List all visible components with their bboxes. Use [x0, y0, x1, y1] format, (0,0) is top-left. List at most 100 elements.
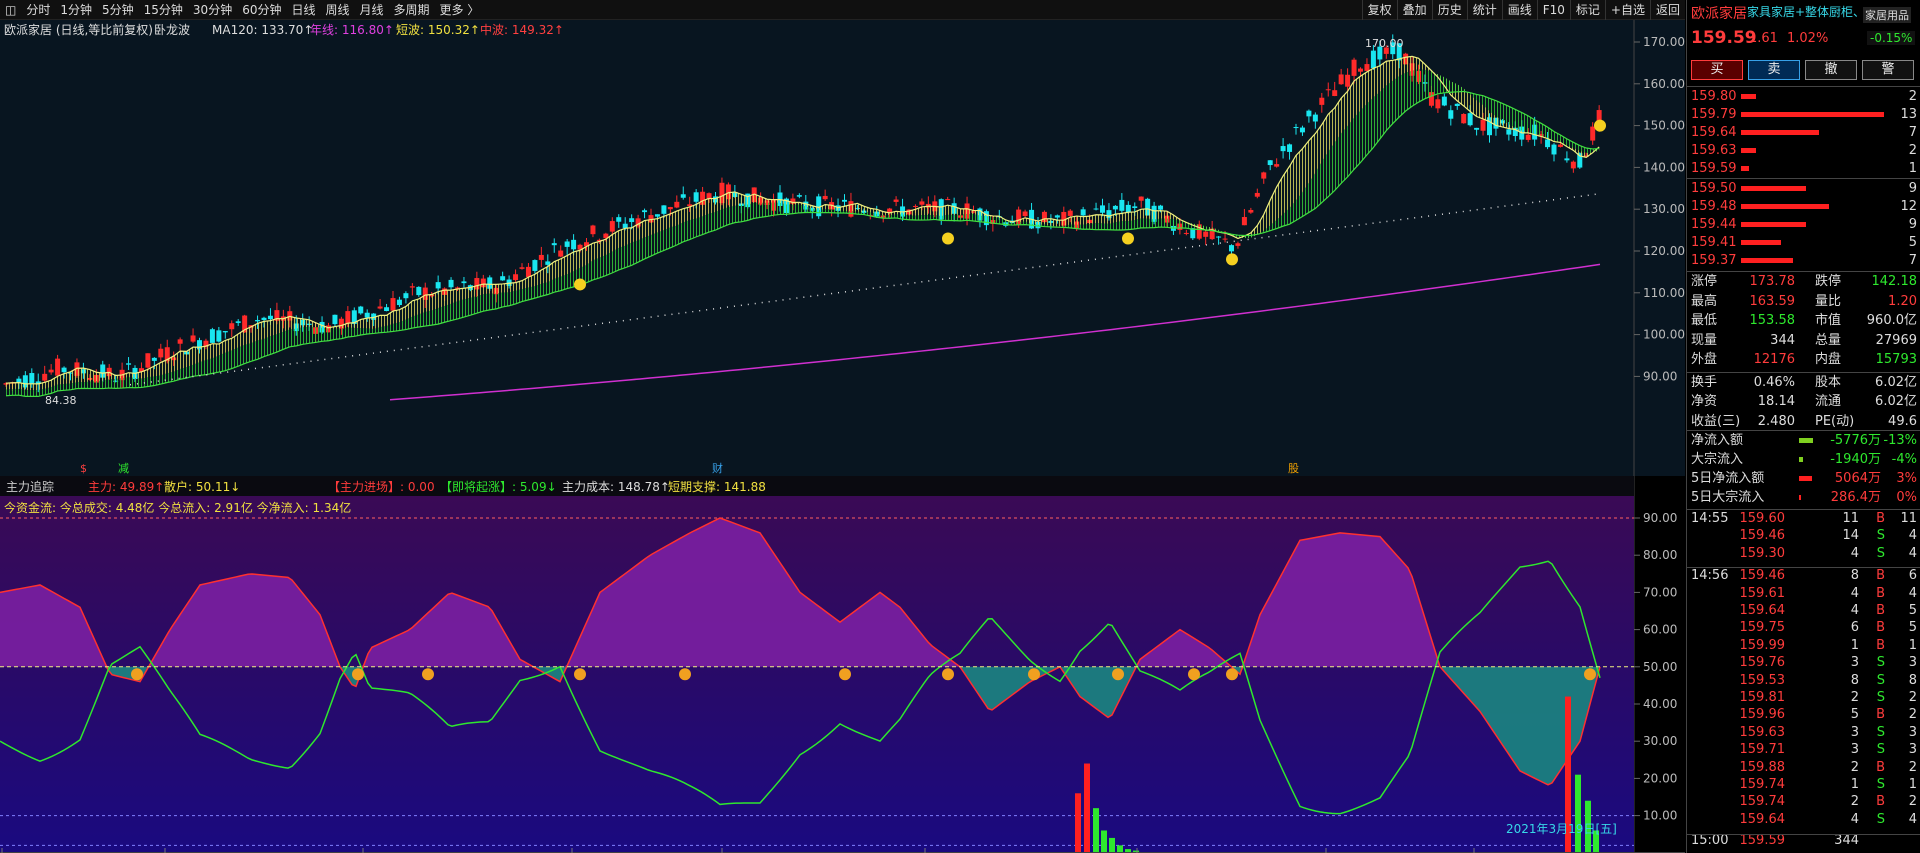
stat-row[interactable]: 净资 18.14 流通 6.02亿 — [1687, 393, 1920, 411]
bid-row[interactable]: 159.37 7 — [1687, 252, 1920, 270]
sub-indicator-name[interactable]: 主力追踪 — [6, 479, 54, 494]
tick-row[interactable]: 159.46 14 S 4 — [1687, 527, 1920, 545]
event-marker[interactable]: 股 — [1288, 462, 1299, 475]
tick-row[interactable]: 159.64 4 S 4 — [1687, 811, 1920, 829]
period-tab-multi[interactable]: 多周期 — [393, 2, 430, 17]
volume-bar — [1799, 438, 1813, 443]
tick-price: 159.59 — [1739, 833, 1786, 849]
candle — [1209, 228, 1215, 240]
tick-side: S — [1876, 724, 1885, 740]
toolbar-menu-icon[interactable]: ◫ — [5, 2, 17, 17]
bid-row[interactable]: 159.41 5 — [1687, 234, 1920, 252]
stats-button[interactable]: 统计 — [1466, 0, 1502, 20]
stat-row[interactable]: 换手 0.46% 股本 6.02亿 — [1687, 374, 1920, 392]
candle — [1293, 127, 1299, 129]
tick-side: B — [1876, 585, 1885, 601]
stock-name[interactable]: 欧派家居 — [1691, 6, 1747, 22]
sanhu-line — [0, 560, 1601, 815]
period-tab-30min[interactable]: 30分钟 — [192, 2, 233, 17]
f10-button[interactable]: F10 — [1536, 0, 1570, 20]
sell-button[interactable]: 卖 — [1748, 60, 1800, 80]
candle — [1596, 110, 1602, 126]
candle — [197, 340, 202, 350]
stat-row[interactable]: 现量 344 总量 27969 — [1687, 332, 1920, 350]
tick-row[interactable]: 14:56 159.46 8 B 6 — [1687, 567, 1920, 585]
stat-row[interactable]: 最低 153.58 市值 960.0亿 — [1687, 312, 1920, 330]
stat-row[interactable]: 涨停 173.78 跌停 142.18 — [1687, 273, 1920, 291]
ask-row[interactable]: 159.63 2 — [1687, 142, 1920, 160]
tick-row[interactable]: 159.76 3 S 3 — [1687, 654, 1920, 672]
tick-row[interactable]: 159.99 1 B 1 — [1687, 637, 1920, 655]
period-tab-day[interactable]: 日线 — [291, 2, 316, 17]
flow-row[interactable]: 大宗流入 -1940万 -4% — [1687, 451, 1920, 469]
candle — [448, 279, 454, 288]
bid-row[interactable]: 159.48 12 — [1687, 198, 1920, 216]
ask-row[interactable]: 159.79 13 — [1687, 106, 1920, 124]
stat-row[interactable]: 最高 163.59 量比 1.20 — [1687, 293, 1920, 311]
duanbo-value: 短波: 150.32↑ — [396, 23, 480, 37]
overlay-button[interactable]: 叠加 — [1396, 0, 1432, 20]
zhuli-chengben-value: 主力成本: 148.78↑ — [562, 480, 670, 494]
flow-row[interactable]: 5日净流入额 5064万 3% — [1687, 470, 1920, 488]
alert-button[interactable]: 警 — [1862, 60, 1914, 80]
mark-button[interactable]: 标记 — [1569, 0, 1605, 20]
candle — [1241, 217, 1247, 226]
history-button[interactable]: 历史 — [1431, 0, 1467, 20]
draw-button[interactable]: 画线 — [1501, 0, 1537, 20]
candle — [1158, 205, 1164, 210]
cancel-order-button[interactable]: 撤 — [1805, 60, 1857, 80]
flow-row[interactable]: 5日大宗流入 286.4万 0% — [1687, 489, 1920, 507]
sector-tag[interactable]: 家居用品 — [1863, 7, 1911, 23]
tick-row[interactable]: 159.75 6 B 5 — [1687, 619, 1920, 637]
smiley-icon — [1122, 232, 1134, 245]
bid-row[interactable]: 159.44 9 — [1687, 216, 1920, 234]
tick-row[interactable]: 159.64 4 B 5 — [1687, 602, 1920, 620]
tick-row[interactable]: 159.88 2 B 2 — [1687, 759, 1920, 777]
tick-row[interactable]: 159.30 4 S 4 — [1687, 545, 1920, 563]
candle — [1319, 97, 1325, 105]
candle — [1190, 228, 1196, 239]
industry-tags[interactable]: 家具家居+整体厨柜、 — [1747, 5, 1866, 19]
candle — [274, 310, 280, 321]
add-watchlist-button[interactable]: +自选 — [1604, 0, 1650, 20]
tick-side: S — [1876, 545, 1885, 561]
back-button[interactable]: 返回 — [1649, 0, 1685, 20]
period-tab-60min[interactable]: 60分钟 — [242, 2, 282, 17]
candle — [1545, 139, 1551, 148]
tick-row[interactable]: 159.74 2 B 2 — [1687, 793, 1920, 811]
tick-row[interactable]: 159.61 4 B 4 — [1687, 585, 1920, 603]
tick-row[interactable]: 159.71 3 S 3 — [1687, 741, 1920, 759]
indicator-name[interactable]: 卧龙波 — [154, 23, 190, 37]
period-tab-more[interactable]: 更多 〉 — [439, 2, 480, 17]
ask-row[interactable]: 159.59 1 — [1687, 160, 1920, 178]
period-tab-15min[interactable]: 15分钟 — [143, 2, 183, 17]
tick-row[interactable]: 15:00 159.59 344 — [1687, 832, 1920, 850]
stat-row[interactable]: 外盘 12176 内盘 15793 — [1687, 351, 1920, 369]
tick-row[interactable]: 159.96 5 B 2 — [1687, 706, 1920, 724]
ask-row[interactable]: 159.80 2 — [1687, 88, 1920, 106]
tick-volume: 6 — [1850, 620, 1859, 636]
fuquan-button[interactable]: 复权 — [1361, 0, 1397, 20]
event-marker[interactable]: 财 — [712, 461, 723, 475]
bid-row[interactable]: 159.50 9 — [1687, 180, 1920, 198]
tick-row[interactable]: 159.74 1 S 1 — [1687, 776, 1920, 794]
period-tab-week[interactable]: 周线 — [325, 2, 350, 17]
candle — [1112, 205, 1118, 210]
buy-button[interactable]: 买 — [1691, 60, 1743, 80]
tick-row[interactable]: 159.81 2 S 2 — [1687, 689, 1920, 707]
period-tab-fenshi[interactable]: 分时 — [26, 2, 51, 17]
event-marker[interactable]: 减 — [118, 462, 129, 475]
ask-row[interactable]: 159.64 7 — [1687, 124, 1920, 142]
period-tab-1min[interactable]: 1分钟 — [60, 2, 92, 17]
tick-row[interactable]: 159.53 8 S 8 — [1687, 672, 1920, 690]
period-tab-month[interactable]: 月线 — [359, 2, 384, 17]
period-tab-5min[interactable]: 5分钟 — [102, 2, 134, 17]
tick-volume: 4 — [1850, 603, 1859, 618]
tick-row[interactable]: 159.63 3 S 3 — [1687, 724, 1920, 742]
candle — [345, 311, 351, 324]
tick-row[interactable]: 14:55 159.60 11 B 11 — [1687, 510, 1920, 528]
event-marker[interactable]: $ — [80, 462, 87, 475]
stat-row[interactable]: 收益(三) 2.480 PE(动) 49.6 — [1687, 413, 1920, 431]
flow-row[interactable]: 净流入额 -5776万 -13% — [1687, 432, 1920, 450]
chart-area[interactable]: 欧派家居 (日线,等比前复权) 卧龙波 MA120: 133.70↑ 年线: 1… — [0, 20, 1685, 853]
